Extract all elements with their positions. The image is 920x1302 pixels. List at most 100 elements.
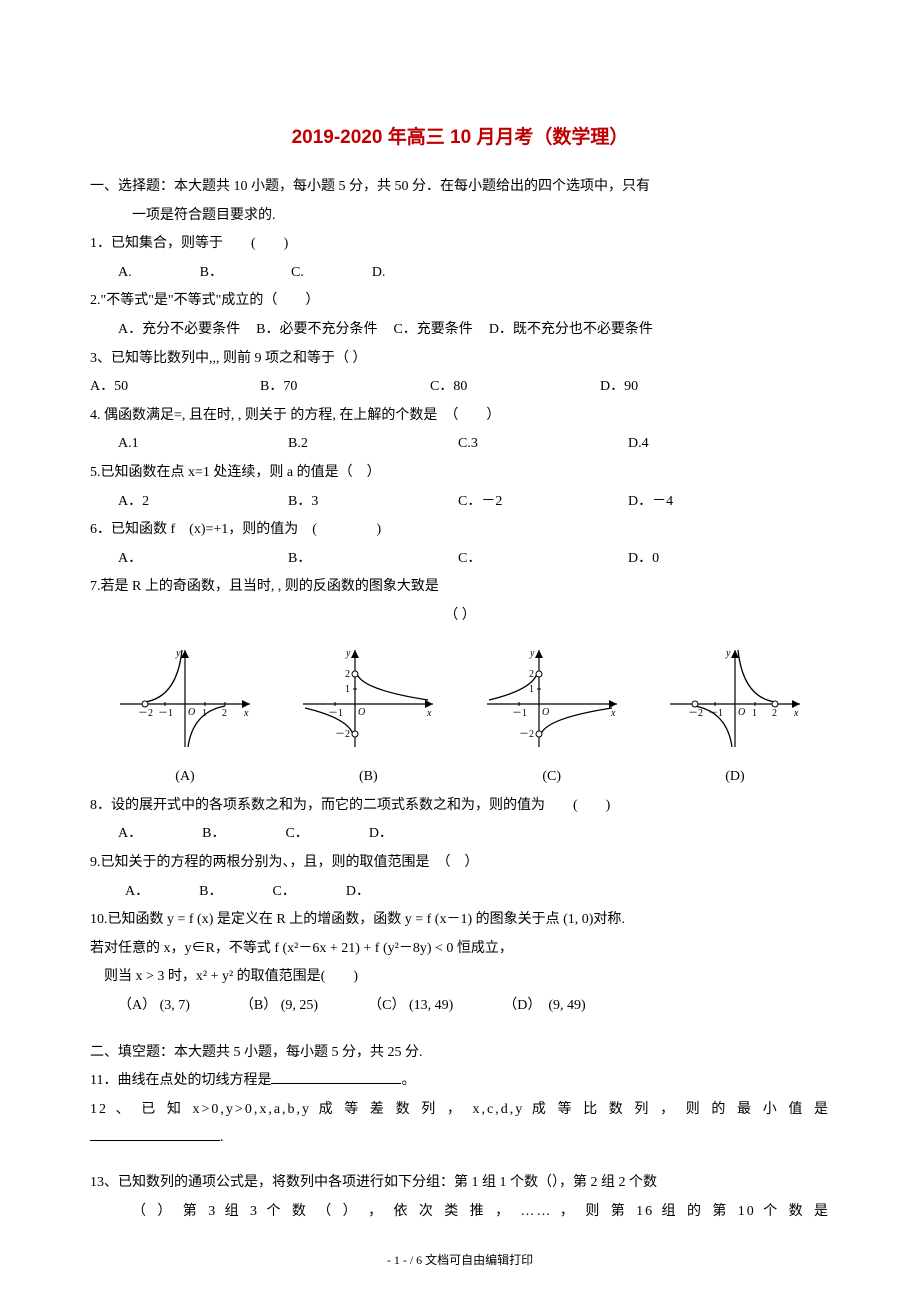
opt-a: A．2 xyxy=(118,489,208,516)
opt-a: A． xyxy=(125,879,149,906)
svg-text:O: O xyxy=(358,707,365,718)
question-1: 1．已知集合，则等于 ( ) xyxy=(90,231,830,258)
graph-c-svg: y x O －1 1 2 －2 xyxy=(477,642,627,752)
svg-text:－2: －2 xyxy=(138,708,153,719)
svg-text:1: 1 xyxy=(529,684,534,695)
graph-d-label: (D) xyxy=(660,764,810,791)
svg-text:O: O xyxy=(188,707,195,718)
svg-text:O: O xyxy=(738,707,745,718)
opt-b: B． xyxy=(200,260,223,287)
blank-line xyxy=(90,1126,220,1141)
question-9-options: A． B． C． D． xyxy=(90,879,830,906)
question-4-options: A.1 B.2 C.3 D.4 xyxy=(90,431,830,458)
question-12-end: . xyxy=(220,1130,224,1145)
question-3-options: A．50 B．70 C．80 D．90 xyxy=(90,374,830,401)
svg-text:y: y xyxy=(345,648,351,659)
opt-b: （B） (9, 25) xyxy=(240,993,318,1020)
opt-a: A．充分不必要条件 xyxy=(118,317,240,344)
question-6-options: A． B． C． D．0 xyxy=(90,546,830,573)
opt-a: A． xyxy=(118,546,208,573)
question-2-options: A．充分不必要条件 B．必要不充分条件 C．充要条件 D．既不充分也不必要条件 xyxy=(90,317,830,344)
question-5: 5.已知函数在点 x=1 处连续，则 a 的值是（ ） xyxy=(90,460,830,487)
svg-text:2: 2 xyxy=(345,669,350,680)
graph-d-svg: y x O －2 －1 1 2 xyxy=(660,642,810,752)
opt-a: A． xyxy=(118,821,142,848)
opt-d: （D） (9, 49) xyxy=(503,993,585,1020)
svg-text:1: 1 xyxy=(752,708,757,719)
graph-row: y x O －2 －1 1 2 (A) xyxy=(110,642,810,791)
graph-c-label: (C) xyxy=(477,764,627,791)
opt-a: A．50 xyxy=(90,374,180,401)
opt-a: A.1 xyxy=(118,431,208,458)
opt-a: （A） (3, 7) xyxy=(118,993,190,1020)
opt-d: D． xyxy=(369,821,393,848)
section-1-header-cont: 一项是符合题目要求的. xyxy=(90,203,830,230)
graph-a-label: (A) xyxy=(110,764,260,791)
question-13-line2: （ ） 第 3 组 3 个 数 （ ） ， 依 次 类 推 ， …… ， 则 第… xyxy=(90,1199,830,1226)
page-footer: - 1 - / 6 文档可自由编辑打印 xyxy=(0,1249,920,1272)
question-12-line2: . xyxy=(90,1125,830,1152)
svg-text:－1: －1 xyxy=(708,708,723,719)
opt-d: D．－4 xyxy=(628,489,718,516)
question-6: 6．已知函数 f (x)=+1，则的值为 ( ) xyxy=(90,517,830,544)
opt-d: D．90 xyxy=(600,374,690,401)
document-page: 2019-2020 年高三 10 月月考（数学理） 一、选择题：本大题共 10 … xyxy=(0,0,920,1302)
graph-b: y x O －1 1 2 －2 (B) xyxy=(293,642,443,791)
graph-a-svg: y x O －2 －1 1 2 xyxy=(110,642,260,752)
section-1-header: 一、选择题：本大题共 10 小题，每小题 5 分，共 50 分．在每小题给出的四… xyxy=(90,174,830,201)
opt-b: B． xyxy=(199,879,222,906)
svg-text:y: y xyxy=(529,648,535,659)
opt-c: C.3 xyxy=(458,431,548,458)
question-8-options: A． B． C． D． xyxy=(90,821,830,848)
opt-c: C．充要条件 xyxy=(393,317,472,344)
svg-text:O: O xyxy=(542,707,549,718)
opt-c: C． xyxy=(458,546,548,573)
opt-b: B． xyxy=(288,546,378,573)
question-10-options: （A） (3, 7) （B） (9, 25) （C） (13, 49) （D） … xyxy=(90,993,830,1020)
graph-b-svg: y x O －1 1 2 －2 xyxy=(293,642,443,752)
question-3: 3、已知等比数列中,,, 则前 9 项之和等于（ ） xyxy=(90,346,830,373)
opt-a: A. xyxy=(118,260,132,287)
svg-text:－1: －1 xyxy=(158,708,173,719)
svg-text:2: 2 xyxy=(529,669,534,680)
svg-text:1: 1 xyxy=(345,684,350,695)
page-title: 2019-2020 年高三 10 月月考（数学理） xyxy=(90,120,830,156)
graph-d: y x O －2 －1 1 2 (D) xyxy=(660,642,810,791)
svg-text:x: x xyxy=(793,708,799,719)
graph-b-label: (B) xyxy=(293,764,443,791)
opt-b: B． xyxy=(202,821,225,848)
question-10-line3: 则当 x > 3 时，x² + y² 的取值范围是( ) xyxy=(90,964,830,991)
question-9: 9.已知关于的方程的两根分别为、，且，则的取值范围是 （ ） xyxy=(90,850,830,877)
question-4: 4. 偶函数满足=, 且在时, , 则关于 的方程, 在上解的个数是 （ ） xyxy=(90,403,830,430)
opt-c: C． xyxy=(285,821,308,848)
question-7-paren: （ ） xyxy=(90,603,830,630)
opt-b: B．必要不充分条件 xyxy=(256,317,377,344)
opt-b: B．3 xyxy=(288,489,378,516)
svg-text:2: 2 xyxy=(772,708,777,719)
svg-text:－2: －2 xyxy=(335,729,350,740)
question-5-options: A．2 B．3 C．－2 D．－4 xyxy=(90,489,830,516)
svg-text:x: x xyxy=(610,708,616,719)
opt-b: B.2 xyxy=(288,431,378,458)
opt-c: C. xyxy=(291,260,304,287)
opt-d: D．0 xyxy=(628,546,718,573)
opt-c: C．－2 xyxy=(458,489,548,516)
svg-text:－1: －1 xyxy=(512,708,527,719)
svg-text:2: 2 xyxy=(222,708,227,719)
question-11-text: 11．曲线在点处的切线方程是 xyxy=(90,1073,271,1088)
opt-d: D． xyxy=(346,879,370,906)
question-11-end: 。 xyxy=(401,1073,415,1088)
svg-text:y: y xyxy=(725,648,731,659)
opt-c: （C） (13, 49) xyxy=(368,993,453,1020)
section-2-header: 二、填空题：本大题共 5 小题，每小题 5 分，共 25 分. xyxy=(90,1040,830,1067)
graph-c: y x O －1 1 2 －2 (C) xyxy=(477,642,627,791)
question-1-options: A. B． C. D. xyxy=(90,260,830,287)
opt-d: D．既不充分也不必要条件 xyxy=(489,317,653,344)
svg-text:x: x xyxy=(243,708,249,719)
svg-text:y: y xyxy=(175,648,181,659)
opt-d: D. xyxy=(372,260,386,287)
question-10-line1: 10.已知函数 y = f (x) 是定义在 R 上的增函数，函数 y = f … xyxy=(90,907,830,934)
opt-c: C．80 xyxy=(430,374,520,401)
svg-text:－2: －2 xyxy=(519,729,534,740)
svg-text:－2: －2 xyxy=(688,708,703,719)
